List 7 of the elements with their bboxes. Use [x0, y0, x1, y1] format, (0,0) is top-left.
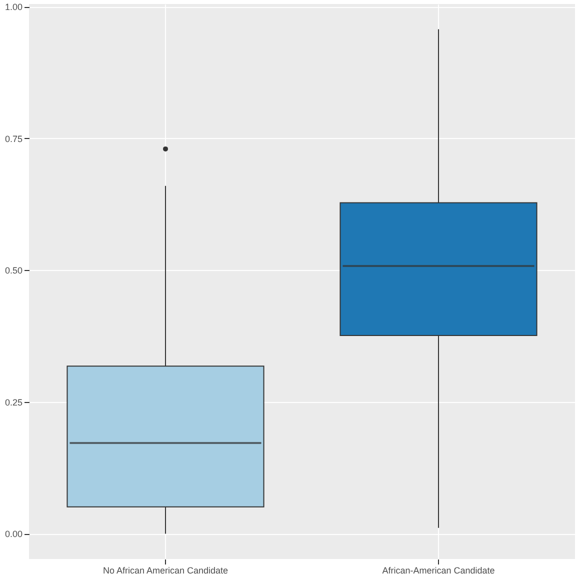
y-tick-label: 1.00 — [4, 2, 22, 12]
y-tick-label: 0.75 — [4, 134, 22, 144]
x-tick-label: No African American Candidate — [102, 566, 228, 576]
y-tick-label: 0.25 — [4, 397, 22, 408]
x-tick-label: African-American Candidate — [382, 566, 495, 576]
y-tick-label: 0.00 — [4, 529, 22, 540]
y-tick-label: 0.50 — [4, 266, 22, 276]
